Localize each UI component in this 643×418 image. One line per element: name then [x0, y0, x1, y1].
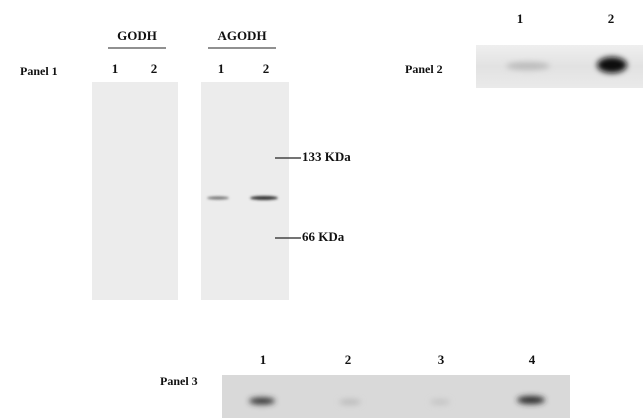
band	[207, 196, 229, 199]
band	[430, 399, 450, 405]
band	[249, 398, 275, 405]
lane-label: 2	[345, 352, 352, 367]
panel-label: Panel 3	[160, 374, 198, 388]
blot	[92, 82, 178, 300]
lane-label: 1	[517, 11, 524, 26]
lane-label: 1	[260, 352, 267, 367]
group-label: AGODH	[217, 28, 266, 43]
lane-label: 3	[438, 352, 445, 367]
blot	[222, 375, 570, 418]
band	[517, 396, 545, 404]
lane-label: 1	[112, 61, 119, 76]
lane-label: 2	[608, 11, 615, 26]
marker-label: 133 KDa	[302, 149, 351, 164]
band	[597, 57, 627, 73]
figure: Panel 1 GODH AGODH 1 2 1 2 133 KDa 66 KD…	[0, 0, 643, 418]
blot	[201, 82, 289, 300]
band	[506, 62, 550, 70]
lane-label: 2	[151, 61, 158, 76]
band	[339, 399, 361, 405]
marker-label: 66 KDa	[302, 229, 345, 244]
band	[250, 196, 278, 200]
panel-label: Panel 1	[20, 64, 58, 78]
panel-label: Panel 2	[405, 62, 443, 76]
group-label: GODH	[117, 28, 157, 43]
lane-label: 1	[218, 61, 225, 76]
lane-label: 2	[263, 61, 270, 76]
lane-label: 4	[529, 352, 536, 367]
